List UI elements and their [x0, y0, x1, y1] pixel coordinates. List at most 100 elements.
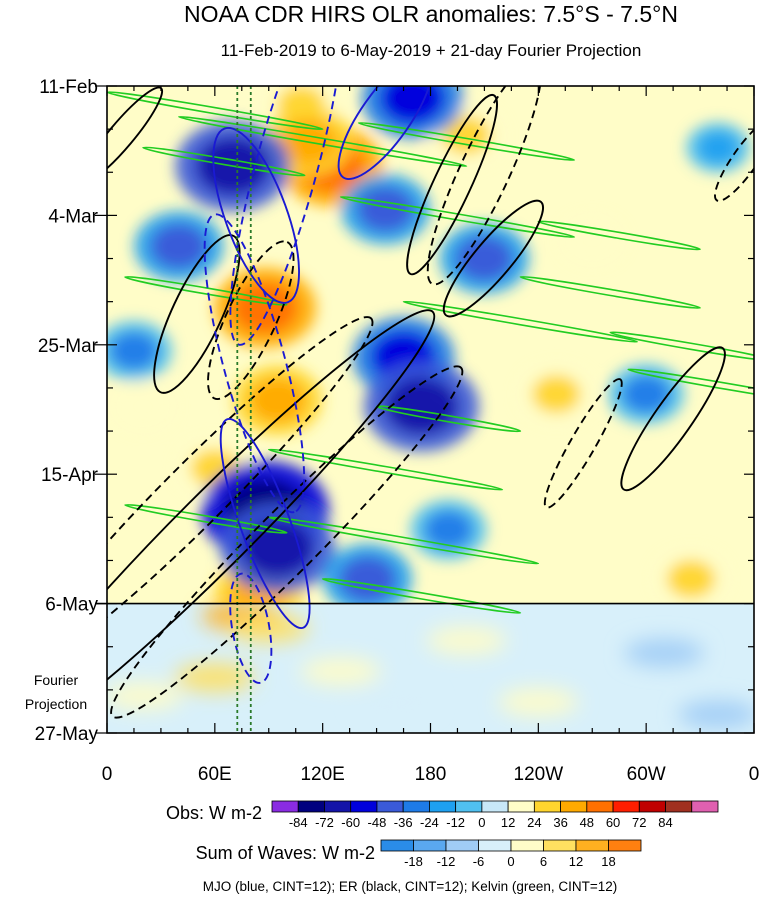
obs-anomaly-core	[456, 236, 513, 281]
obs-anomaly-core	[380, 86, 445, 124]
wave-colorbar-label: Sum of Waves: W m-2	[196, 843, 375, 863]
kelvin-contour	[107, 91, 324, 131]
colorbar-level-label: 36	[553, 815, 567, 830]
colorbar-swatch	[402, 800, 430, 813]
colorbar-level-label: -24	[420, 815, 439, 830]
colorbar-level-label: -72	[315, 815, 334, 830]
colorbar-swatch	[350, 800, 378, 813]
colorbar-level-label: -6	[473, 854, 485, 869]
colorbar-swatch	[478, 839, 512, 852]
colorbar-swatch	[691, 800, 719, 813]
obs-anomaly-core	[232, 282, 298, 334]
obs-anomaly-core	[442, 116, 491, 155]
projection-blob	[426, 626, 507, 655]
colorbar-level-label: -18	[404, 854, 423, 869]
projection-blob	[174, 663, 255, 692]
kelvin-contour	[357, 121, 576, 161]
er-contour	[107, 316, 374, 670]
colorbar-level-label: 48	[580, 815, 594, 830]
obs-colorbar-label: Obs: W m-2	[166, 803, 262, 823]
er-contour	[110, 365, 464, 719]
projection-blob	[498, 688, 579, 717]
colorbar-level-label: -12	[437, 854, 456, 869]
obs-anomaly-core	[667, 559, 716, 599]
projection-blob	[678, 700, 754, 729]
mjo-contour	[229, 572, 273, 684]
obs-anomaly-core	[424, 510, 473, 549]
y-tick-label: 27-May	[35, 724, 99, 745]
er-contour	[207, 240, 295, 400]
colorbar-level-label: -84	[289, 815, 308, 830]
colorbar-level-label: 0	[478, 815, 485, 830]
colorbar-swatch	[481, 800, 509, 813]
colorbar-swatch	[445, 839, 479, 852]
projection-blob-group	[107, 601, 754, 729]
colorbar-swatch	[271, 800, 299, 813]
mjo-contour	[229, 86, 345, 346]
wave-colorbar: -18 -12 -6 0 6 12 18	[380, 839, 642, 869]
mjo-contour	[212, 126, 300, 304]
colorbar-swatch	[575, 839, 609, 852]
obs-anomaly-core	[357, 186, 414, 232]
colorbar-level-label: 60	[606, 815, 620, 830]
mjo-contours	[203, 86, 434, 684]
colorbar-swatch	[533, 800, 561, 813]
y-tick-label: 11-Feb	[39, 77, 98, 98]
kelvin-contour	[124, 503, 288, 534]
colorbar-swatch	[380, 839, 414, 852]
projection-label-line-1: Fourier	[34, 672, 79, 688]
kelvin-contour	[142, 146, 306, 177]
projection-label-line-2: Projection	[25, 696, 87, 712]
colorbar-swatch	[560, 800, 588, 813]
y-tick-label: 6-May	[45, 595, 98, 616]
kelvin-contour	[627, 368, 754, 405]
x-tick-label: 180	[415, 764, 447, 785]
projection-blob	[624, 638, 705, 667]
axis-ticks	[95, 85, 755, 734]
colorbar-swatch	[413, 839, 447, 852]
obs-colorbar: -84 -72 -60 -48 -36 -24 -12 0 12 24 36 48 60 72 84	[271, 800, 719, 830]
kelvin-contour	[124, 275, 288, 306]
colorbar-level-label: 84	[658, 815, 672, 830]
colorbar-swatch	[429, 800, 457, 813]
colorbar-swatch	[586, 800, 614, 813]
colorbar-swatch	[543, 839, 577, 852]
obs-anomaly-core	[339, 556, 396, 602]
kelvin-contour	[537, 220, 701, 251]
mjo-contour	[203, 213, 306, 514]
y-tick-label: 15-Apr	[41, 465, 99, 486]
er-contour	[107, 309, 436, 733]
obs-anomaly-core	[150, 223, 208, 269]
projection-blob	[300, 657, 381, 686]
x-tick-label: 0	[102, 764, 113, 785]
colorbar-level-label: 12	[569, 854, 583, 869]
kelvin-contour	[519, 275, 701, 309]
contour-legend: MJO (blue, CINT=12); ER (black, CINT=12)…	[203, 879, 618, 894]
colorbar-swatch	[510, 839, 544, 852]
x-tick-label: 120E	[300, 764, 344, 785]
obs-anomaly-core	[122, 390, 164, 423]
chart-title: NOAA CDR HIRS OLR anomalies: 7.5°S - 7.5…	[184, 1, 678, 27]
colorbar-level-label: -48	[368, 815, 387, 830]
colorbar-level-label: -36	[394, 815, 413, 830]
projection-blob	[354, 688, 435, 717]
colorbar-level-label: 0	[507, 854, 514, 869]
projection-blob	[107, 682, 183, 711]
er-contour	[442, 199, 544, 318]
kelvin-contour	[178, 115, 468, 168]
kelvin-contour	[402, 300, 638, 343]
x-tick-label: 60E	[198, 764, 232, 785]
er-contour	[543, 378, 623, 509]
mjo-contour	[337, 86, 434, 180]
colorbar-level-label: -12	[446, 815, 465, 830]
y-axis-labels: 11-Feb 4-Mar 25-Mar 15-Apr 6-May 27-May	[35, 77, 99, 745]
colorbar-swatch	[612, 800, 640, 813]
colorbar-swatch	[665, 800, 693, 813]
y-tick-label: 25-Mar	[38, 336, 99, 357]
x-axis-labels: 0 60E 120E 180 120W 60W 0	[102, 764, 760, 785]
colorbar-swatch	[608, 839, 642, 852]
colorbar-swatch	[324, 800, 352, 813]
colorbar-swatch	[376, 800, 404, 813]
colorbar-level-label: 12	[501, 815, 515, 830]
